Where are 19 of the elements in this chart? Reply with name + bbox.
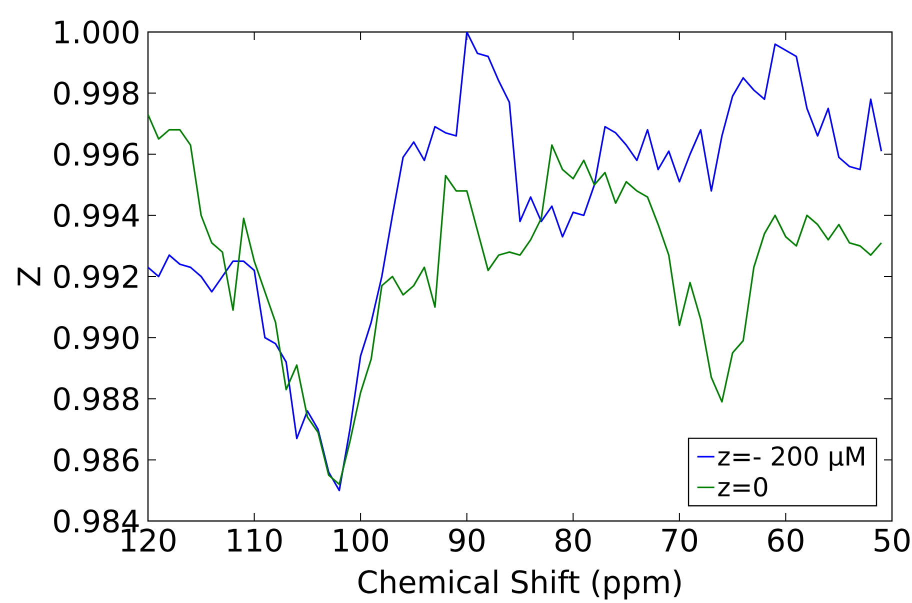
x-axis-title: Chemical Shift (ppm): [358, 570, 681, 600]
legend-label: z=0: [718, 477, 768, 497]
x-tick-label: 70: [662, 528, 698, 552]
y-axis-title: Z: [18, 267, 40, 286]
y-tick-label: 1.000: [55, 20, 138, 44]
y-tick-label: 0.990: [54, 326, 138, 350]
x-tick-label: 60: [768, 528, 804, 552]
x-tick-label: 80: [556, 528, 591, 552]
x-tick-label: 90: [449, 528, 484, 552]
x-tick-label: 100: [334, 528, 388, 552]
y-tick-label: 0.986: [54, 448, 139, 472]
y-tick-label: 0.988: [54, 387, 138, 410]
legend-label: z=- 200 μM: [718, 446, 864, 471]
y-tick-label: 0.996: [54, 142, 139, 166]
y-tick-label: 0.992: [54, 264, 138, 288]
x-tick-label: 50: [874, 528, 910, 552]
y-tick-label: 0.998: [54, 81, 138, 105]
y-tick-label: 0.994: [54, 204, 139, 228]
x-tick-label: 110: [228, 528, 282, 552]
